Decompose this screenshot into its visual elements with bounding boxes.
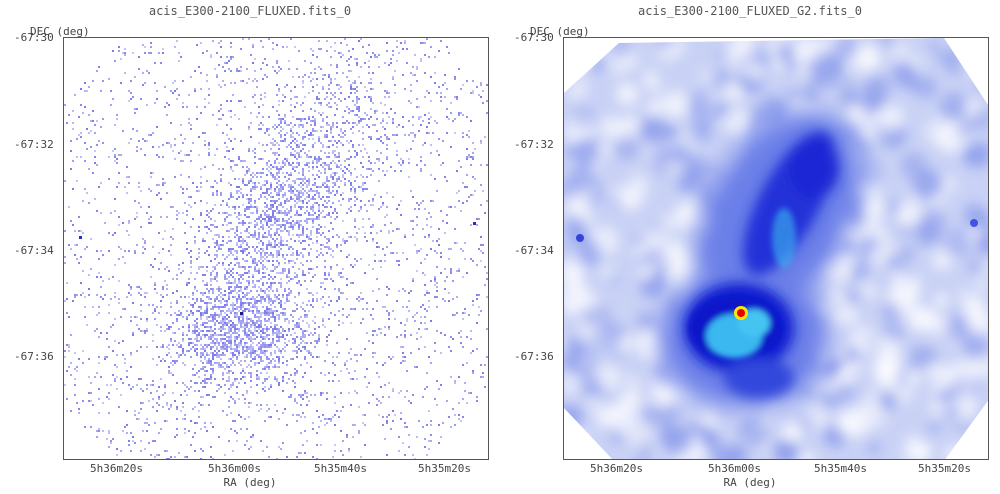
- x-tick-label: 5h36m20s: [590, 462, 643, 475]
- point-source-peak: [737, 309, 745, 317]
- x-axis-title: RA (deg): [723, 476, 777, 489]
- y-axis-title: DEC (deg): [530, 25, 590, 38]
- x-tick-label: 5h35m40s: [814, 462, 867, 475]
- panel-title: acis_E300-2100_FLUXED.fits_0: [148, 4, 352, 18]
- x-tick-label: 5h35m20s: [418, 462, 471, 475]
- y-tick-label: -67:32: [14, 138, 54, 151]
- y-tick-label: -67:36: [514, 350, 554, 363]
- image-frame[interactable]: [563, 37, 989, 460]
- x-tick-label: 5h36m20s: [90, 462, 143, 475]
- image-frame[interactable]: [63, 37, 489, 460]
- smoothed-image-panel: acis_E300-2100_FLUXED_G2.fits_0 DEC (deg…: [500, 0, 1000, 494]
- x-tick-label: 5h36m00s: [708, 462, 761, 475]
- y-tick-label: -67:32: [514, 138, 554, 151]
- y-tick-label: -67:36: [14, 350, 54, 363]
- y-axis-title: DEC (deg): [30, 25, 90, 38]
- smoothed-image: [564, 38, 988, 459]
- core-emission: [689, 208, 796, 358]
- x-axis-title: RA (deg): [223, 476, 277, 489]
- x-tick-label: 5h35m40s: [314, 462, 367, 475]
- x-tick-label: 5h36m00s: [208, 462, 261, 475]
- raw-counts-image: [64, 38, 488, 459]
- panel-title: acis_E300-2100_FLUXED_G2.fits_0: [638, 4, 862, 18]
- y-tick-label: -67:34: [514, 244, 554, 257]
- x-tick-label: 5h35m20s: [918, 462, 971, 475]
- y-tick-label: -67:30: [514, 31, 554, 44]
- y-tick-label: -67:34: [14, 244, 54, 257]
- y-tick-label: -67:30: [14, 31, 54, 44]
- raw-image-panel: acis_E300-2100_FLUXED.fits_0 DEC (deg) -…: [14, 4, 489, 489]
